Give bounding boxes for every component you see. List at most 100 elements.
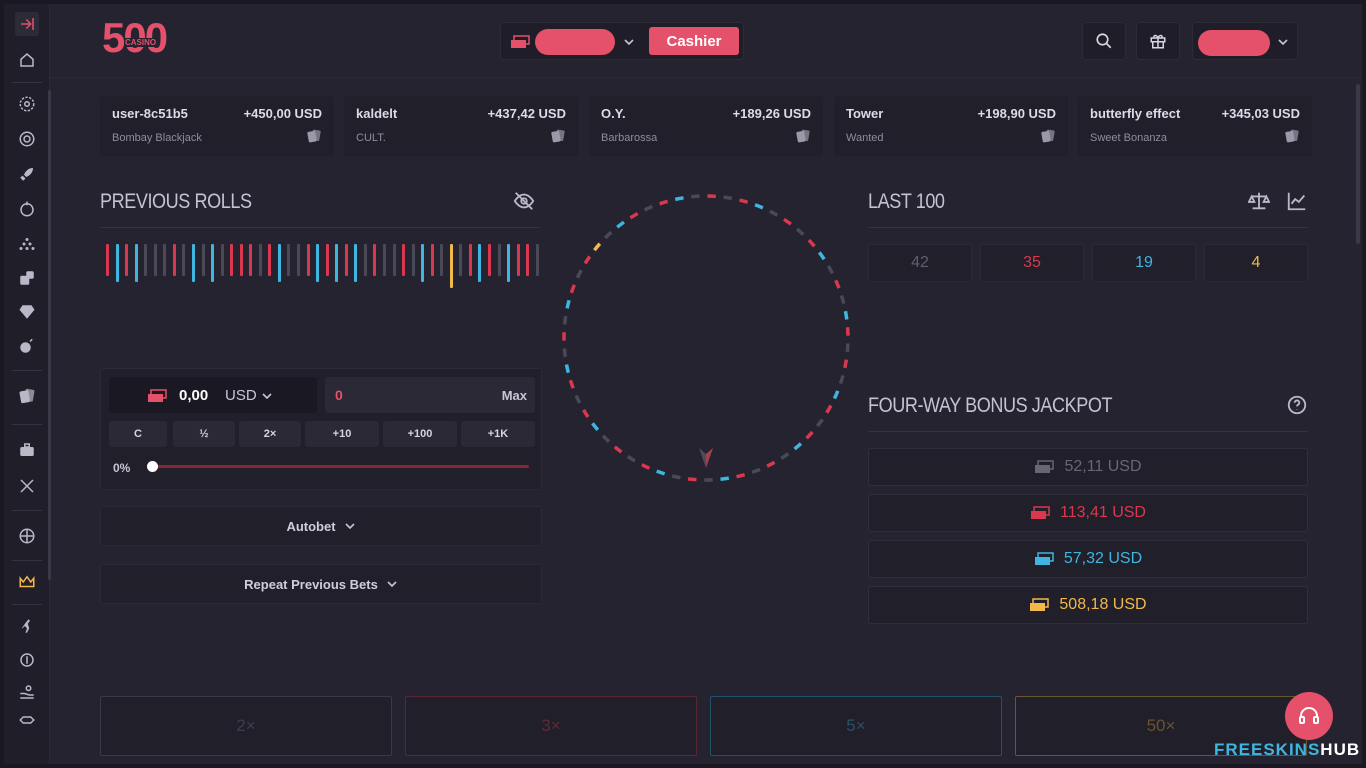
support-chat-button[interactable] xyxy=(1285,692,1333,740)
roll-bar xyxy=(507,244,511,282)
feed-game-name: Wanted xyxy=(846,132,884,144)
search-button[interactable] xyxy=(1082,22,1126,60)
counter-strike-icon[interactable] xyxy=(15,614,39,638)
repeat-bets-button[interactable]: Repeat Previous Bets xyxy=(100,564,542,604)
last-100-count: 4 xyxy=(1204,244,1308,282)
wheel-segment xyxy=(754,203,764,210)
coins-icon[interactable] xyxy=(15,648,39,672)
balance-pill[interactable] xyxy=(535,29,615,55)
quick-bet-button[interactable]: C xyxy=(109,421,167,447)
bet-slider-track[interactable] xyxy=(153,465,529,468)
help-icon[interactable] xyxy=(1286,394,1308,416)
hand-coins-icon[interactable] xyxy=(15,680,39,704)
wheel-segment xyxy=(766,460,776,468)
wheel-icon[interactable] xyxy=(15,197,39,221)
jackpot-value: 113,41 USD xyxy=(1060,504,1146,521)
bet-slider-handle[interactable] xyxy=(147,461,158,472)
roll-bar xyxy=(325,244,329,276)
basketball-icon[interactable] xyxy=(15,524,39,548)
wallet-selector[interactable]: Cashier xyxy=(500,22,744,60)
user-menu[interactable] xyxy=(1192,22,1298,60)
plinko-icon[interactable] xyxy=(15,232,39,256)
target-icon[interactable] xyxy=(15,127,39,151)
wheel-segment xyxy=(780,452,790,460)
cashier-button[interactable]: Cashier xyxy=(649,27,739,55)
rewards-button[interactable] xyxy=(1136,22,1180,60)
wheel-segment xyxy=(629,211,639,220)
bet-option-4[interactable]: 50× xyxy=(1015,696,1307,756)
hide-eye-icon[interactable] xyxy=(512,190,536,212)
quick-bet-button[interactable]: 2× xyxy=(239,421,301,447)
home-icon[interactable] xyxy=(15,48,39,72)
wheel-segment xyxy=(575,269,583,279)
autobet-button[interactable]: Autobet xyxy=(100,506,542,546)
wheel-segment xyxy=(574,394,582,404)
roll-bar xyxy=(363,244,367,276)
briefcase-icon[interactable] xyxy=(15,438,39,462)
wheel-segment xyxy=(603,230,613,240)
swords-icon[interactable] xyxy=(15,474,39,498)
feed-username: kaldelt xyxy=(356,106,398,121)
bet-option-3[interactable]: 5× xyxy=(710,696,1002,756)
username-pill[interactable] xyxy=(1198,30,1270,56)
feed-username: user-8c51b5 xyxy=(112,106,188,121)
line-chart-icon[interactable] xyxy=(1286,190,1308,212)
more-icon[interactable] xyxy=(15,708,39,732)
rocket-icon[interactable] xyxy=(15,162,39,186)
feed-card[interactable]: O.Y. +189,26 USD Barbarossa xyxy=(589,96,823,156)
bet-option-1[interactable]: 2× xyxy=(100,696,392,756)
chevron-down-icon[interactable] xyxy=(623,37,635,47)
roll-bar xyxy=(172,244,176,276)
expand-sidebar-icon[interactable] xyxy=(15,12,39,36)
wheel-segment xyxy=(582,408,590,418)
cards-icon xyxy=(307,129,321,143)
dice-icon[interactable] xyxy=(15,266,39,290)
wheel-segment xyxy=(807,238,816,248)
wheel-segment xyxy=(687,477,697,482)
feed-card[interactable]: user-8c51b5 +450,00 USD Bombay Blackjack xyxy=(100,96,334,156)
chevron-down-icon xyxy=(344,523,355,530)
gift-icon xyxy=(1150,34,1166,49)
feed-card[interactable]: Tower +198,90 USD Wanted xyxy=(834,96,1068,156)
wheel-segment xyxy=(793,442,803,451)
roll-bar xyxy=(344,244,348,276)
bet-option-2[interactable]: 3× xyxy=(405,696,697,756)
roulette-icon[interactable] xyxy=(15,92,39,116)
roll-bar xyxy=(382,244,386,276)
wheel-segment xyxy=(691,194,700,199)
roll-bar xyxy=(478,244,482,282)
roll-bar xyxy=(220,244,224,276)
feed-username: butterfly effect xyxy=(1090,106,1181,121)
wheel-segment xyxy=(564,364,571,374)
wheel-segment xyxy=(643,204,653,212)
diamond-icon[interactable] xyxy=(15,300,39,324)
feed-win-amount: +189,26 USD xyxy=(732,106,811,121)
bet-amount-selector[interactable]: 0,00 USD xyxy=(109,377,317,413)
crown-icon[interactable] xyxy=(15,570,39,594)
wheel-segment xyxy=(825,404,833,414)
cards-icon xyxy=(1041,129,1055,143)
feed-game-name: Sweet Bonanza xyxy=(1090,132,1168,144)
quick-bet-button[interactable]: ½ xyxy=(173,421,235,447)
feed-card[interactable]: kaldelt +437,42 USD CULT. xyxy=(344,96,578,156)
feed-card[interactable]: butterfly effect +345,03 USD Sweet Bonan… xyxy=(1078,96,1312,156)
bomb-icon[interactable] xyxy=(15,334,39,358)
feed-username: O.Y. xyxy=(601,106,626,121)
money-stack-icon xyxy=(1034,552,1054,565)
balance-scale-icon[interactable] xyxy=(1248,190,1270,212)
wheel-segment xyxy=(616,220,625,229)
previous-rolls-title: PREVIOUS ROLLS xyxy=(100,190,252,213)
quick-bet-button[interactable]: +100 xyxy=(383,421,457,447)
wheel-segment xyxy=(568,379,575,389)
search-icon xyxy=(1096,33,1112,49)
roll-bar xyxy=(535,244,539,276)
quick-bet-button[interactable]: +1K xyxy=(461,421,535,447)
cards-icon[interactable] xyxy=(15,384,39,408)
roll-bar xyxy=(163,244,167,276)
money-stack-icon xyxy=(1035,460,1055,473)
quick-bet-button[interactable]: +10 xyxy=(305,421,379,447)
roll-bar xyxy=(430,244,434,276)
max-button[interactable]: Max xyxy=(501,388,527,403)
casino-logo[interactable]: 500 CASINO xyxy=(102,14,168,62)
bet-input[interactable]: 0 Max xyxy=(325,377,535,413)
